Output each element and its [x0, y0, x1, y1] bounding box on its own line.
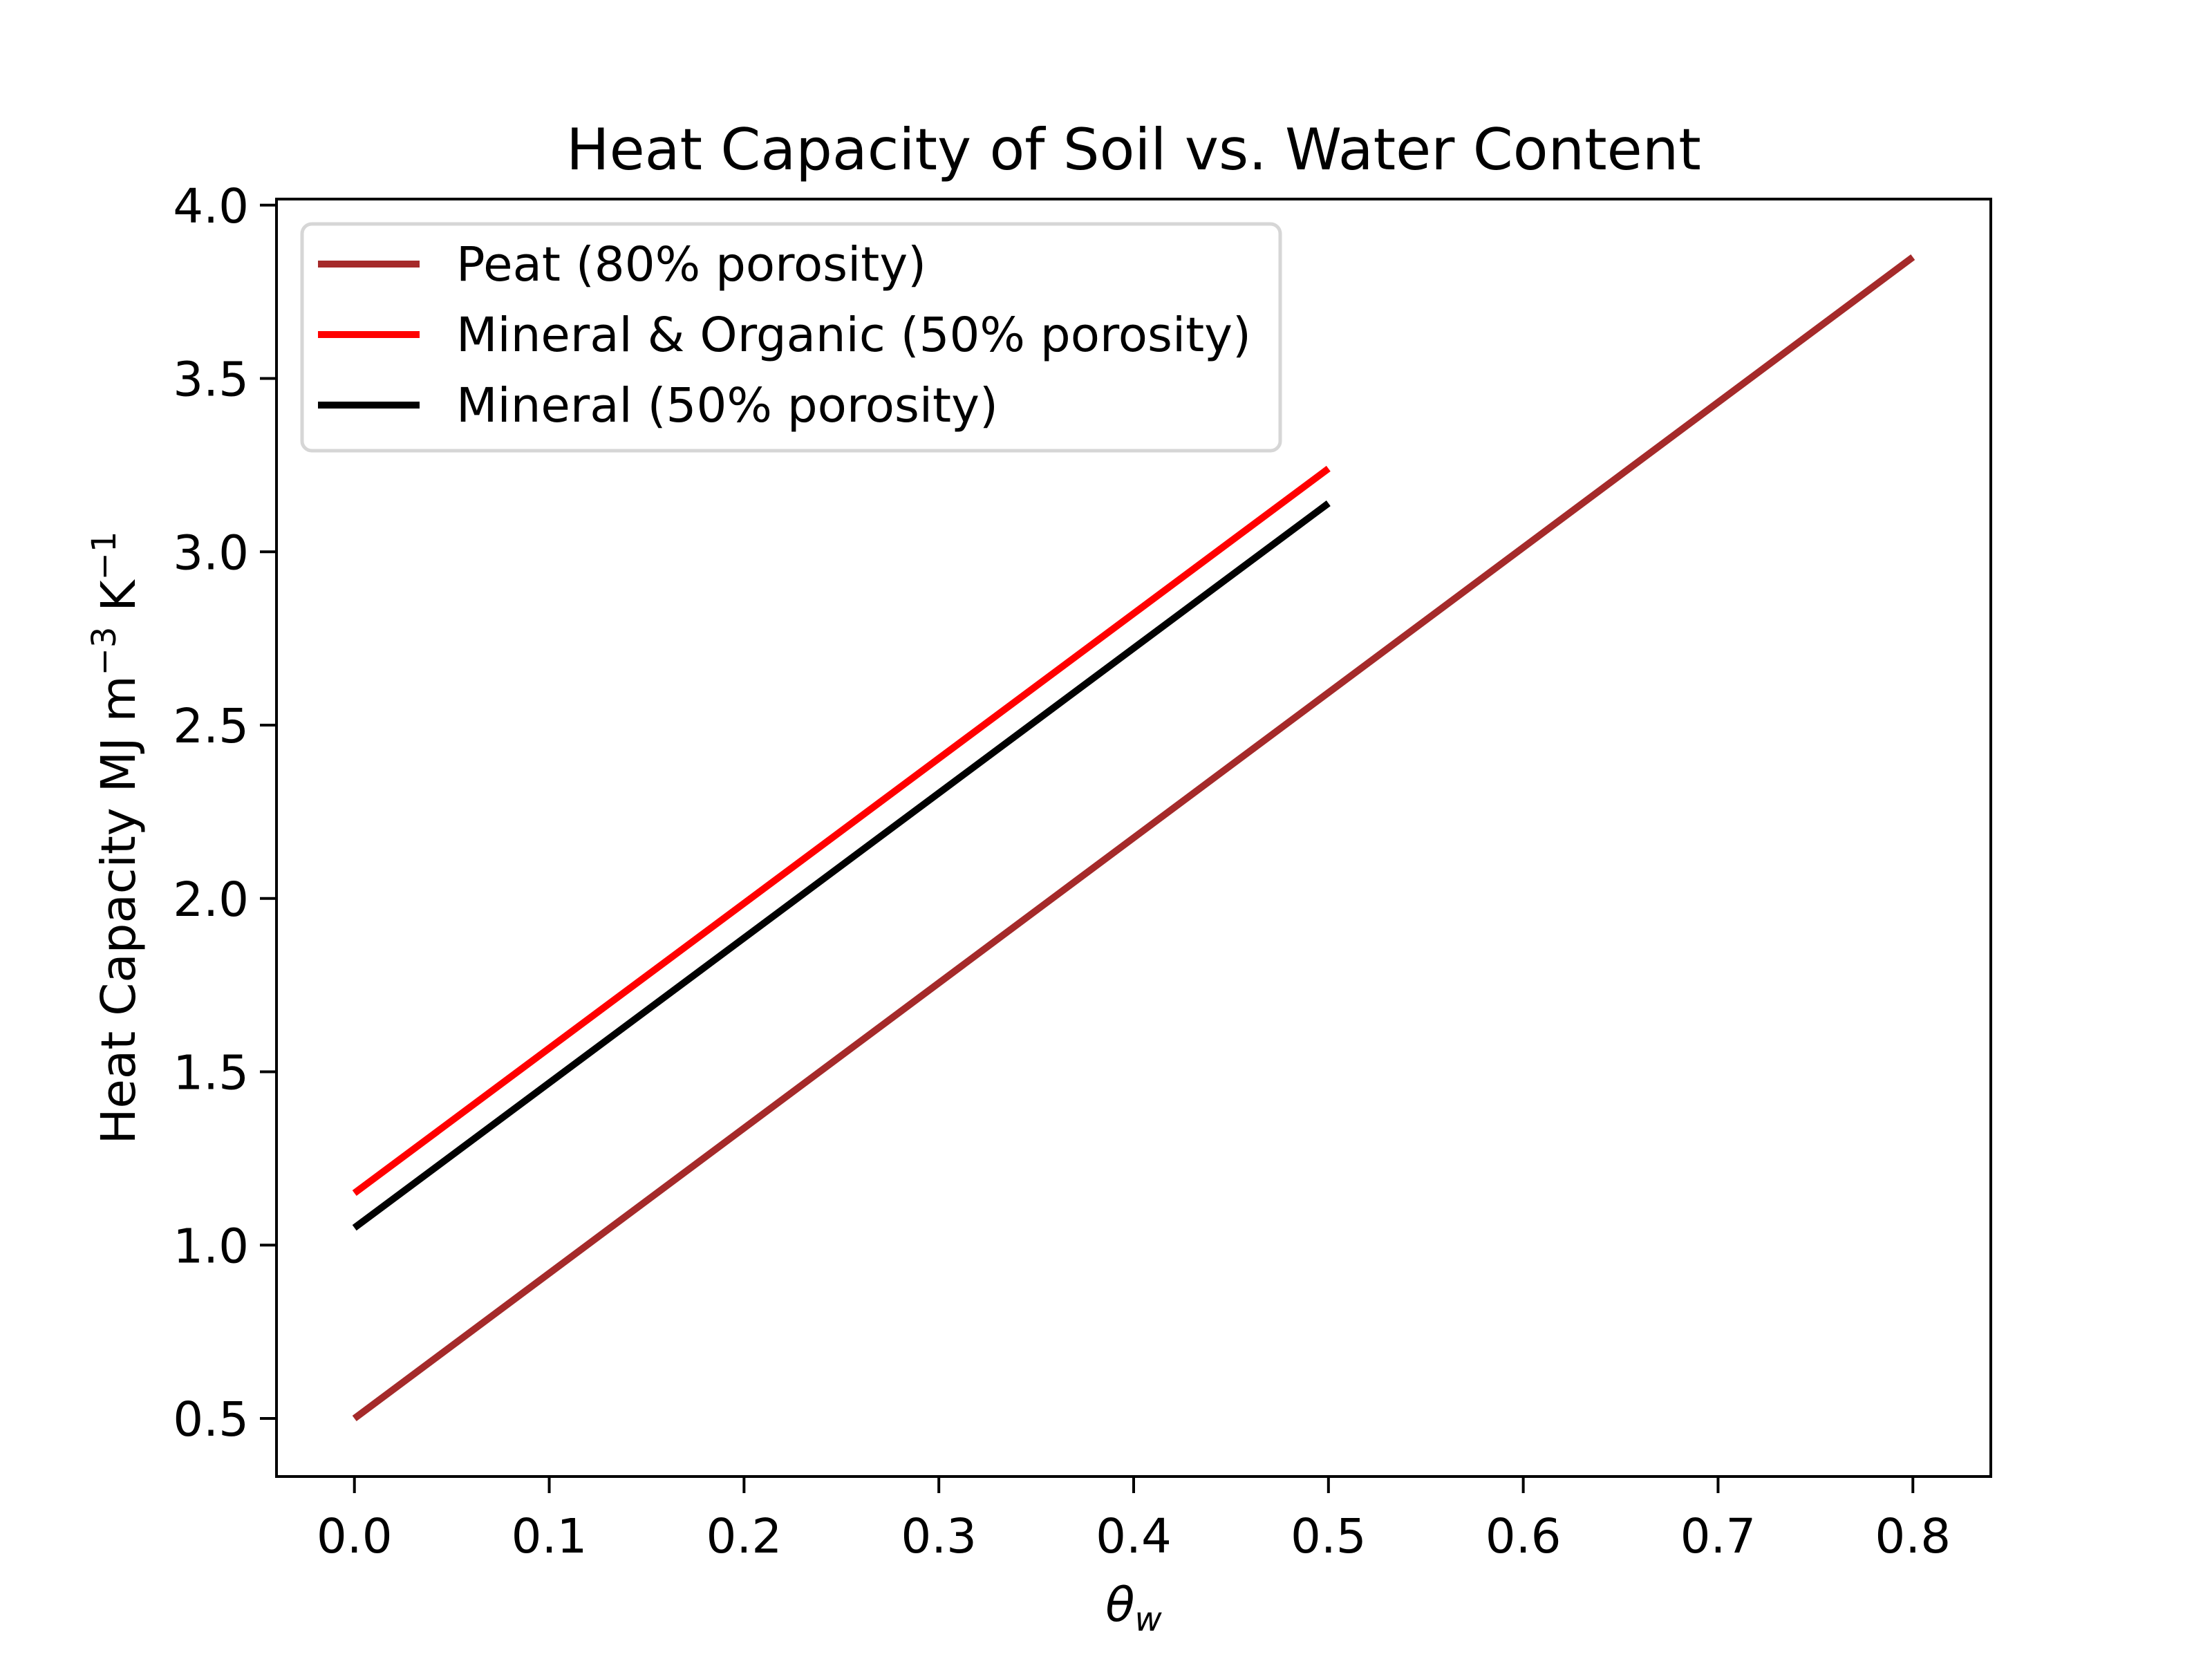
series-line-2: [352, 500, 1331, 1231]
series-layer: [352, 254, 1915, 1422]
y-label-sup1: −3: [85, 627, 124, 676]
legend-label-2: Mineral (50% porosity): [456, 378, 998, 433]
legend: Peat (80% porosity) Mineral & Organic (50…: [300, 222, 1282, 453]
y-tick-label: 3.0: [173, 525, 249, 581]
x-label-subscript: w: [1134, 1600, 1162, 1639]
x-axis: 0.0 0.1 0.2 0.3 0.4 0.5 0.6 0.7 0.8: [317, 1477, 1951, 1564]
x-tick-label: 0.1: [512, 1509, 588, 1564]
x-tick-label: 0.0: [317, 1509, 393, 1564]
y-label-sup2: −1: [85, 532, 124, 581]
y-axis: 0.5 1.0 1.5 2.0 2.5 3.0 3.5 4.0: [173, 179, 276, 1447]
y-tick-label: 1.0: [173, 1219, 249, 1274]
y-label-main: Heat Capacity MJ m: [91, 675, 147, 1144]
legend-label-0: Peat (80% porosity): [456, 237, 926, 292]
x-axis-label: θw: [1105, 1577, 1162, 1639]
y-tick-label: 4.0: [173, 179, 249, 234]
legend-box: [300, 222, 1282, 453]
x-tick-label: 0.2: [706, 1509, 782, 1564]
x-tick-label: 0.7: [1680, 1509, 1756, 1564]
x-tick-label: 0.8: [1875, 1509, 1951, 1564]
y-axis-label: Heat Capacity MJ m−3 K−1: [85, 532, 147, 1145]
y-tick-label: 2.0: [173, 872, 249, 928]
x-tick-label: 0.6: [1485, 1509, 1562, 1564]
y-tick-label: 1.5: [173, 1046, 249, 1101]
y-label-mid: K: [91, 579, 147, 627]
y-tick-label: 2.5: [173, 699, 249, 754]
series-line-0: [352, 254, 1915, 1422]
x-label-theta: θ: [1105, 1577, 1134, 1633]
series-line-1: [352, 465, 1331, 1197]
x-tick-label: 0.4: [1096, 1509, 1172, 1564]
x-tick-label: 0.3: [901, 1509, 977, 1564]
x-tick-label: 0.5: [1291, 1509, 1367, 1564]
y-tick-label: 0.5: [173, 1392, 249, 1447]
chart-title: Heat Capacity of Soil vs. Water Content: [566, 116, 1701, 183]
legend-label-1: Mineral & Organic (50% porosity): [456, 308, 1251, 363]
y-tick-label: 3.5: [173, 353, 249, 408]
